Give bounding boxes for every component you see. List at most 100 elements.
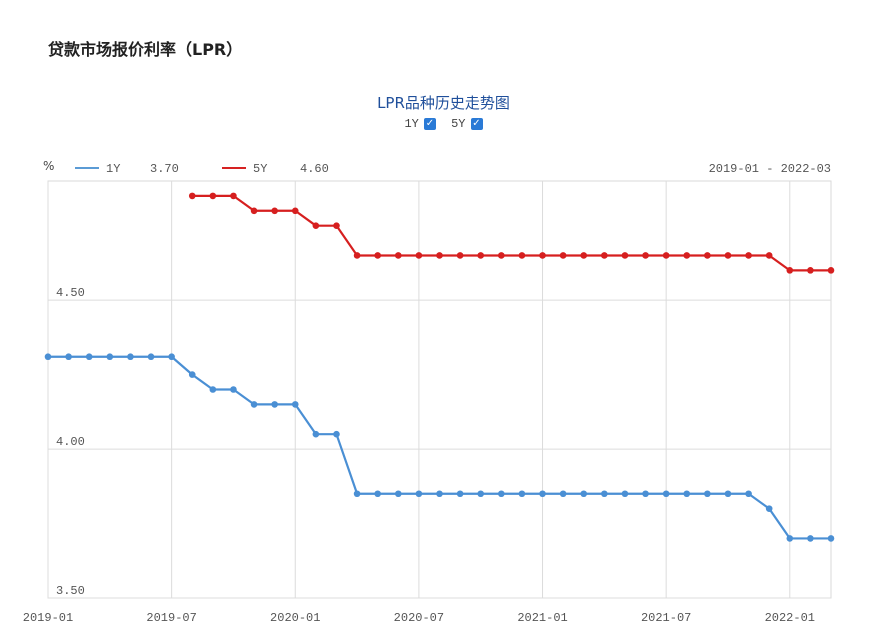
data-point-5y: [559, 252, 567, 259]
data-point-1y: [621, 490, 629, 498]
data-point-1y: [394, 490, 402, 498]
y-tick-label: 4.00: [56, 435, 85, 449]
chart-legend: % 1Y 3.70 5Y 4.60 2019-01 - 2022-03: [43, 159, 831, 176]
data-point-5y: [601, 252, 608, 259]
data-point-5y: [518, 252, 526, 259]
data-point-1y: [65, 353, 72, 361]
toggle-5y-label: 5Y: [451, 117, 466, 131]
data-point-1y: [745, 490, 752, 498]
data-point-1y: [786, 535, 794, 542]
x-tick-label: 2022-01: [765, 611, 815, 625]
toggle-1y[interactable]: 1Y ✓: [404, 117, 436, 131]
data-point-5y: [477, 252, 485, 259]
data-point-5y: [250, 207, 258, 215]
data-point-1y: [312, 430, 320, 438]
data-point-5y: [271, 207, 278, 215]
series-line-5y: [192, 194, 831, 272]
data-point-1y: [127, 353, 134, 361]
data-point-1y: [642, 490, 649, 498]
data-point-1y: [436, 490, 443, 498]
data-point-5y: [807, 267, 814, 274]
data-point-1y: [230, 386, 237, 393]
data-point-1y: [291, 401, 299, 408]
x-tick-label: 2021-01: [517, 611, 567, 625]
data-point-5y: [353, 252, 361, 259]
data-point-1y: [518, 490, 526, 498]
x-tick-label: 2021-07: [641, 611, 691, 625]
data-point-1y: [827, 535, 835, 542]
data-point-5y: [456, 252, 464, 259]
data-point-5y: [724, 252, 732, 259]
data-point-5y: [662, 252, 670, 259]
legend-1y-value: 3.70: [150, 162, 179, 176]
data-point-5y: [374, 252, 381, 259]
data-point-1y: [209, 386, 217, 393]
data-point-1y: [168, 353, 175, 361]
data-point-1y: [683, 490, 691, 498]
x-tick-label: 2020-07: [394, 611, 444, 625]
page-title: 贷款市场报价利率（LPR）: [48, 40, 243, 59]
data-point-1y: [539, 490, 546, 498]
data-point-5y: [312, 222, 320, 229]
data-point-1y: [580, 490, 588, 498]
data-point-1y: [188, 371, 196, 378]
chart-grid: [47, 180, 832, 599]
legend-5y-value: 4.60: [300, 162, 329, 176]
data-point-5y: [333, 222, 340, 229]
toggle-5y[interactable]: 5Y ✓: [451, 117, 483, 131]
x-tick-label: 2019-01: [23, 611, 73, 625]
data-point-5y: [394, 252, 402, 259]
data-point-5y: [765, 252, 773, 259]
data-point-1y: [333, 430, 340, 438]
data-point-5y: [704, 252, 711, 259]
data-point-1y: [106, 353, 114, 361]
data-point-5y: [786, 267, 794, 274]
data-point-5y: [209, 192, 217, 200]
checkbox-checked-icon[interactable]: ✓: [470, 118, 483, 130]
data-point-5y: [745, 252, 752, 259]
data-point-1y: [807, 535, 814, 542]
data-point-1y: [374, 490, 381, 498]
data-point-5y: [580, 252, 588, 259]
data-point-1y: [415, 490, 423, 498]
y-tick-label: 4.50: [56, 286, 85, 300]
data-point-5y: [188, 192, 196, 200]
data-point-5y: [642, 252, 649, 259]
plot-frame: [47, 180, 832, 599]
data-point-1y: [271, 401, 278, 408]
x-tick-label: 2020-01: [270, 611, 320, 625]
data-point-5y: [827, 267, 835, 274]
chart-title: LPR品种历史走势图: [377, 94, 510, 112]
series-line-1y: [48, 355, 831, 540]
date-range-label: 2019-01 - 2022-03: [709, 162, 831, 176]
data-point-1y: [44, 353, 52, 361]
data-point-5y: [291, 207, 299, 215]
data-point-5y: [230, 192, 237, 200]
data-point-1y: [765, 505, 773, 512]
data-point-1y: [456, 490, 464, 498]
data-point-1y: [477, 490, 485, 498]
data-point-5y: [436, 252, 443, 259]
data-point-5y: [683, 252, 691, 259]
data-point-1y: [147, 353, 155, 361]
series-toggles: 1Y ✓ 5Y ✓: [0, 117, 887, 131]
data-point-1y: [704, 490, 711, 498]
legend-5y-name: 5Y: [253, 162, 267, 176]
data-point-5y: [498, 252, 505, 259]
data-point-1y: [724, 490, 732, 498]
data-point-1y: [85, 353, 93, 361]
data-point-1y: [250, 401, 258, 408]
legend-1y-name: 1Y: [106, 162, 120, 176]
data-point-1y: [662, 490, 670, 498]
axis-labels: 3.50 4.00 4.50 2019-01 2019-07 2020-01 2020-07…: [23, 286, 815, 625]
data-point-5y: [621, 252, 629, 259]
data-point-1y: [559, 490, 567, 498]
data-point-5y: [415, 252, 423, 259]
y-tick-label: 3.50: [56, 584, 85, 598]
data-point-1y: [353, 490, 361, 498]
data-point-1y: [498, 490, 505, 498]
checkbox-checked-icon[interactable]: ✓: [423, 118, 436, 130]
x-tick-label: 2019-07: [146, 611, 196, 625]
chart-series: [44, 192, 835, 542]
